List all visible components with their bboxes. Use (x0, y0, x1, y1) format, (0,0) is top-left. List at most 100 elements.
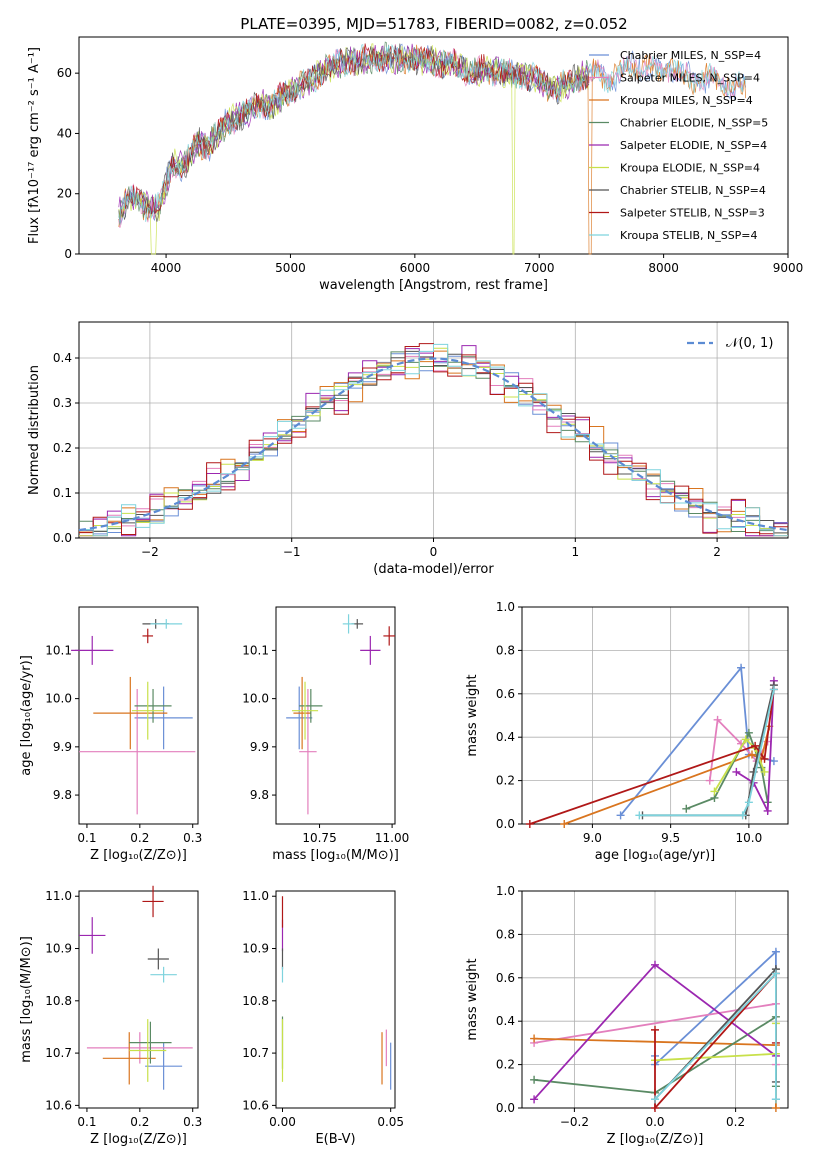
y-tick-label: 0.2 (496, 1058, 515, 1072)
y-tick-label: 9.8 (250, 788, 269, 802)
y-axis-label: mass [log₁₀(M/M⊙)] (19, 936, 34, 1063)
y-tick-label: 0.4 (53, 351, 72, 365)
x-tick-label: 0.1 (77, 1115, 96, 1129)
weight-marker-chabrier_miles (769, 757, 778, 766)
x-tick-label: 5000 (275, 261, 306, 275)
x-tick-label: 9.5 (661, 831, 680, 845)
weight-marker-chabrier_elodie (682, 804, 691, 813)
x-axis-label: Z [log₁₀(Z/Z⊙)] (90, 848, 187, 863)
plot-frame-spectrum (78, 36, 789, 255)
y-axis-label: mass weight (465, 958, 480, 1040)
y-axis-label: Flux [fλ10⁻¹⁷ erg cm⁻² s⁻¹ A⁻¹] (27, 47, 42, 244)
x-axis-label: Z [log₁₀(Z/Z⊙)] (90, 1132, 187, 1147)
x-tick-label: 0.0 (645, 1115, 664, 1129)
weight-marker-salpeter_elodie (530, 1095, 539, 1104)
x-tick-label: 1 (571, 545, 579, 559)
y-tick-label: 0.3 (53, 396, 72, 410)
weight-marker-kroupa_elodie (741, 735, 750, 744)
y-tick-label: 10.9 (45, 942, 72, 956)
y-axis-label: mass weight (465, 674, 480, 756)
legend-entry: Kroupa STELIB, N_SSP=4 (620, 229, 758, 242)
chart-title: PLATE=0395, MJD=51783, FIBERID=0082, z=0… (240, 15, 627, 33)
weight-marker-salpeter_stelib (651, 1104, 659, 1112)
legend-entry: Chabrier ELODIE, N_SSP=5 (620, 117, 768, 130)
weight-marker-kroupa_miles (748, 750, 757, 759)
y-tick-label: 0 (64, 247, 72, 261)
y-tick-label: 10.8 (242, 994, 269, 1008)
y-tick-label: 10.8 (45, 994, 72, 1008)
weight-marker-kroupa_stelib (651, 1095, 659, 1104)
plot-frame-z-age (78, 606, 199, 825)
y-axis-label: Normed distribution (27, 365, 42, 495)
plot-frame-ebv-mass (275, 890, 396, 1109)
weight-line-kroupa_elodie (713, 737, 766, 792)
y-tick-label: 0.0 (496, 817, 515, 831)
weight-marker-salpeter_elodie (732, 767, 741, 776)
y-tick-label: 10.6 (242, 1098, 269, 1112)
weight-marker-salpeter_elodie (763, 806, 772, 815)
weight-marker-chabrier_miles (771, 947, 780, 956)
x-tick-label: 4000 (151, 261, 182, 275)
spectrum-line-salpeter_stelib (118, 43, 590, 225)
weight-marker-kroupa_stelib (771, 1095, 780, 1104)
x-tick-label: 9.0 (583, 831, 602, 845)
x-tick-label: 6000 (400, 261, 431, 275)
gaussian-curve (78, 357, 789, 532)
y-tick-label: 11.0 (45, 889, 72, 903)
x-tick-label: 0.2 (130, 831, 149, 845)
y-tick-label: 10.0 (45, 692, 72, 706)
x-tick-label: 0.05 (377, 1115, 404, 1129)
plot-frame-mass-age (275, 606, 396, 825)
y-tick-label: 10.7 (45, 1046, 72, 1060)
plot-frame-age-weight (521, 606, 789, 825)
y-tick-label: 60 (57, 66, 72, 80)
y-tick-label: 0.6 (496, 971, 515, 985)
x-tick-label: 0.00 (269, 1115, 296, 1129)
legend-entry: 𝒩(0, 1) (726, 336, 773, 351)
legend-entry: Chabrier STELIB, N_SSP=4 (620, 184, 766, 197)
weight-marker-kroupa_stelib (635, 811, 644, 820)
y-tick-label: 0.8 (496, 643, 515, 657)
weight-marker-salpeter_miles (713, 715, 722, 724)
weight-marker-kroupa_stelib (769, 685, 778, 694)
x-tick-label: 2 (713, 545, 721, 559)
x-tick-label: 10.0 (736, 831, 763, 845)
x-tick-label: 0 (430, 545, 438, 559)
weight-marker-kroupa_elodie (760, 767, 769, 776)
y-tick-label: 9.9 (53, 740, 72, 754)
legend-entry: Salpeter ELODIE, N_SSP=4 (620, 139, 767, 152)
legend-entry: Salpeter STELIB, N_SSP=3 (620, 207, 765, 220)
y-tick-label: 0.2 (496, 774, 515, 788)
plot-frame-z-mass (78, 890, 199, 1109)
y-tick-label: 0.6 (496, 687, 515, 701)
y-tick-label: 1.0 (496, 600, 515, 614)
x-tick-label: 10.75 (302, 831, 336, 845)
y-tick-label: 0.0 (53, 531, 72, 545)
x-tick-label: −2 (141, 545, 159, 559)
x-tick-label: 0.3 (183, 831, 202, 845)
weight-marker-kroupa_stelib (738, 811, 747, 820)
x-tick-label: −1 (283, 545, 301, 559)
x-axis-label: wavelength [Angstrom, rest frame] (319, 278, 548, 293)
weight-line-kroupa_stelib (639, 689, 775, 817)
weight-marker-kroupa_miles (771, 1104, 780, 1112)
x-tick-label: 8000 (648, 261, 679, 275)
weight-marker-kroupa_miles (530, 1034, 539, 1043)
weight-marker-kroupa_elodie (710, 787, 719, 796)
weight-line-salpeter_elodie (735, 680, 775, 815)
weight-marker-chabrier_miles (616, 811, 625, 820)
weight-marker-salpeter_stelib (525, 820, 534, 828)
weight-marker-kroupa_stelib (771, 969, 780, 978)
legend-entry: Chabrier MILES, N_SSP=4 (620, 49, 761, 62)
y-tick-label: 0.4 (496, 1014, 515, 1028)
legend-entry: Kroupa ELODIE, N_SSP=4 (620, 162, 760, 175)
x-tick-label: 0.1 (77, 831, 96, 845)
x-axis-label: Z [log₁₀(Z/Z⊙)] (607, 1132, 704, 1147)
y-tick-label: 10.1 (242, 643, 269, 657)
y-tick-label: 0.4 (496, 730, 515, 744)
y-tick-label: 20 (57, 187, 72, 201)
x-axis-label: E(B-V) (315, 1132, 355, 1147)
weight-marker-chabrier_elodie (530, 1075, 539, 1084)
y-tick-label: 0.1 (53, 486, 72, 500)
